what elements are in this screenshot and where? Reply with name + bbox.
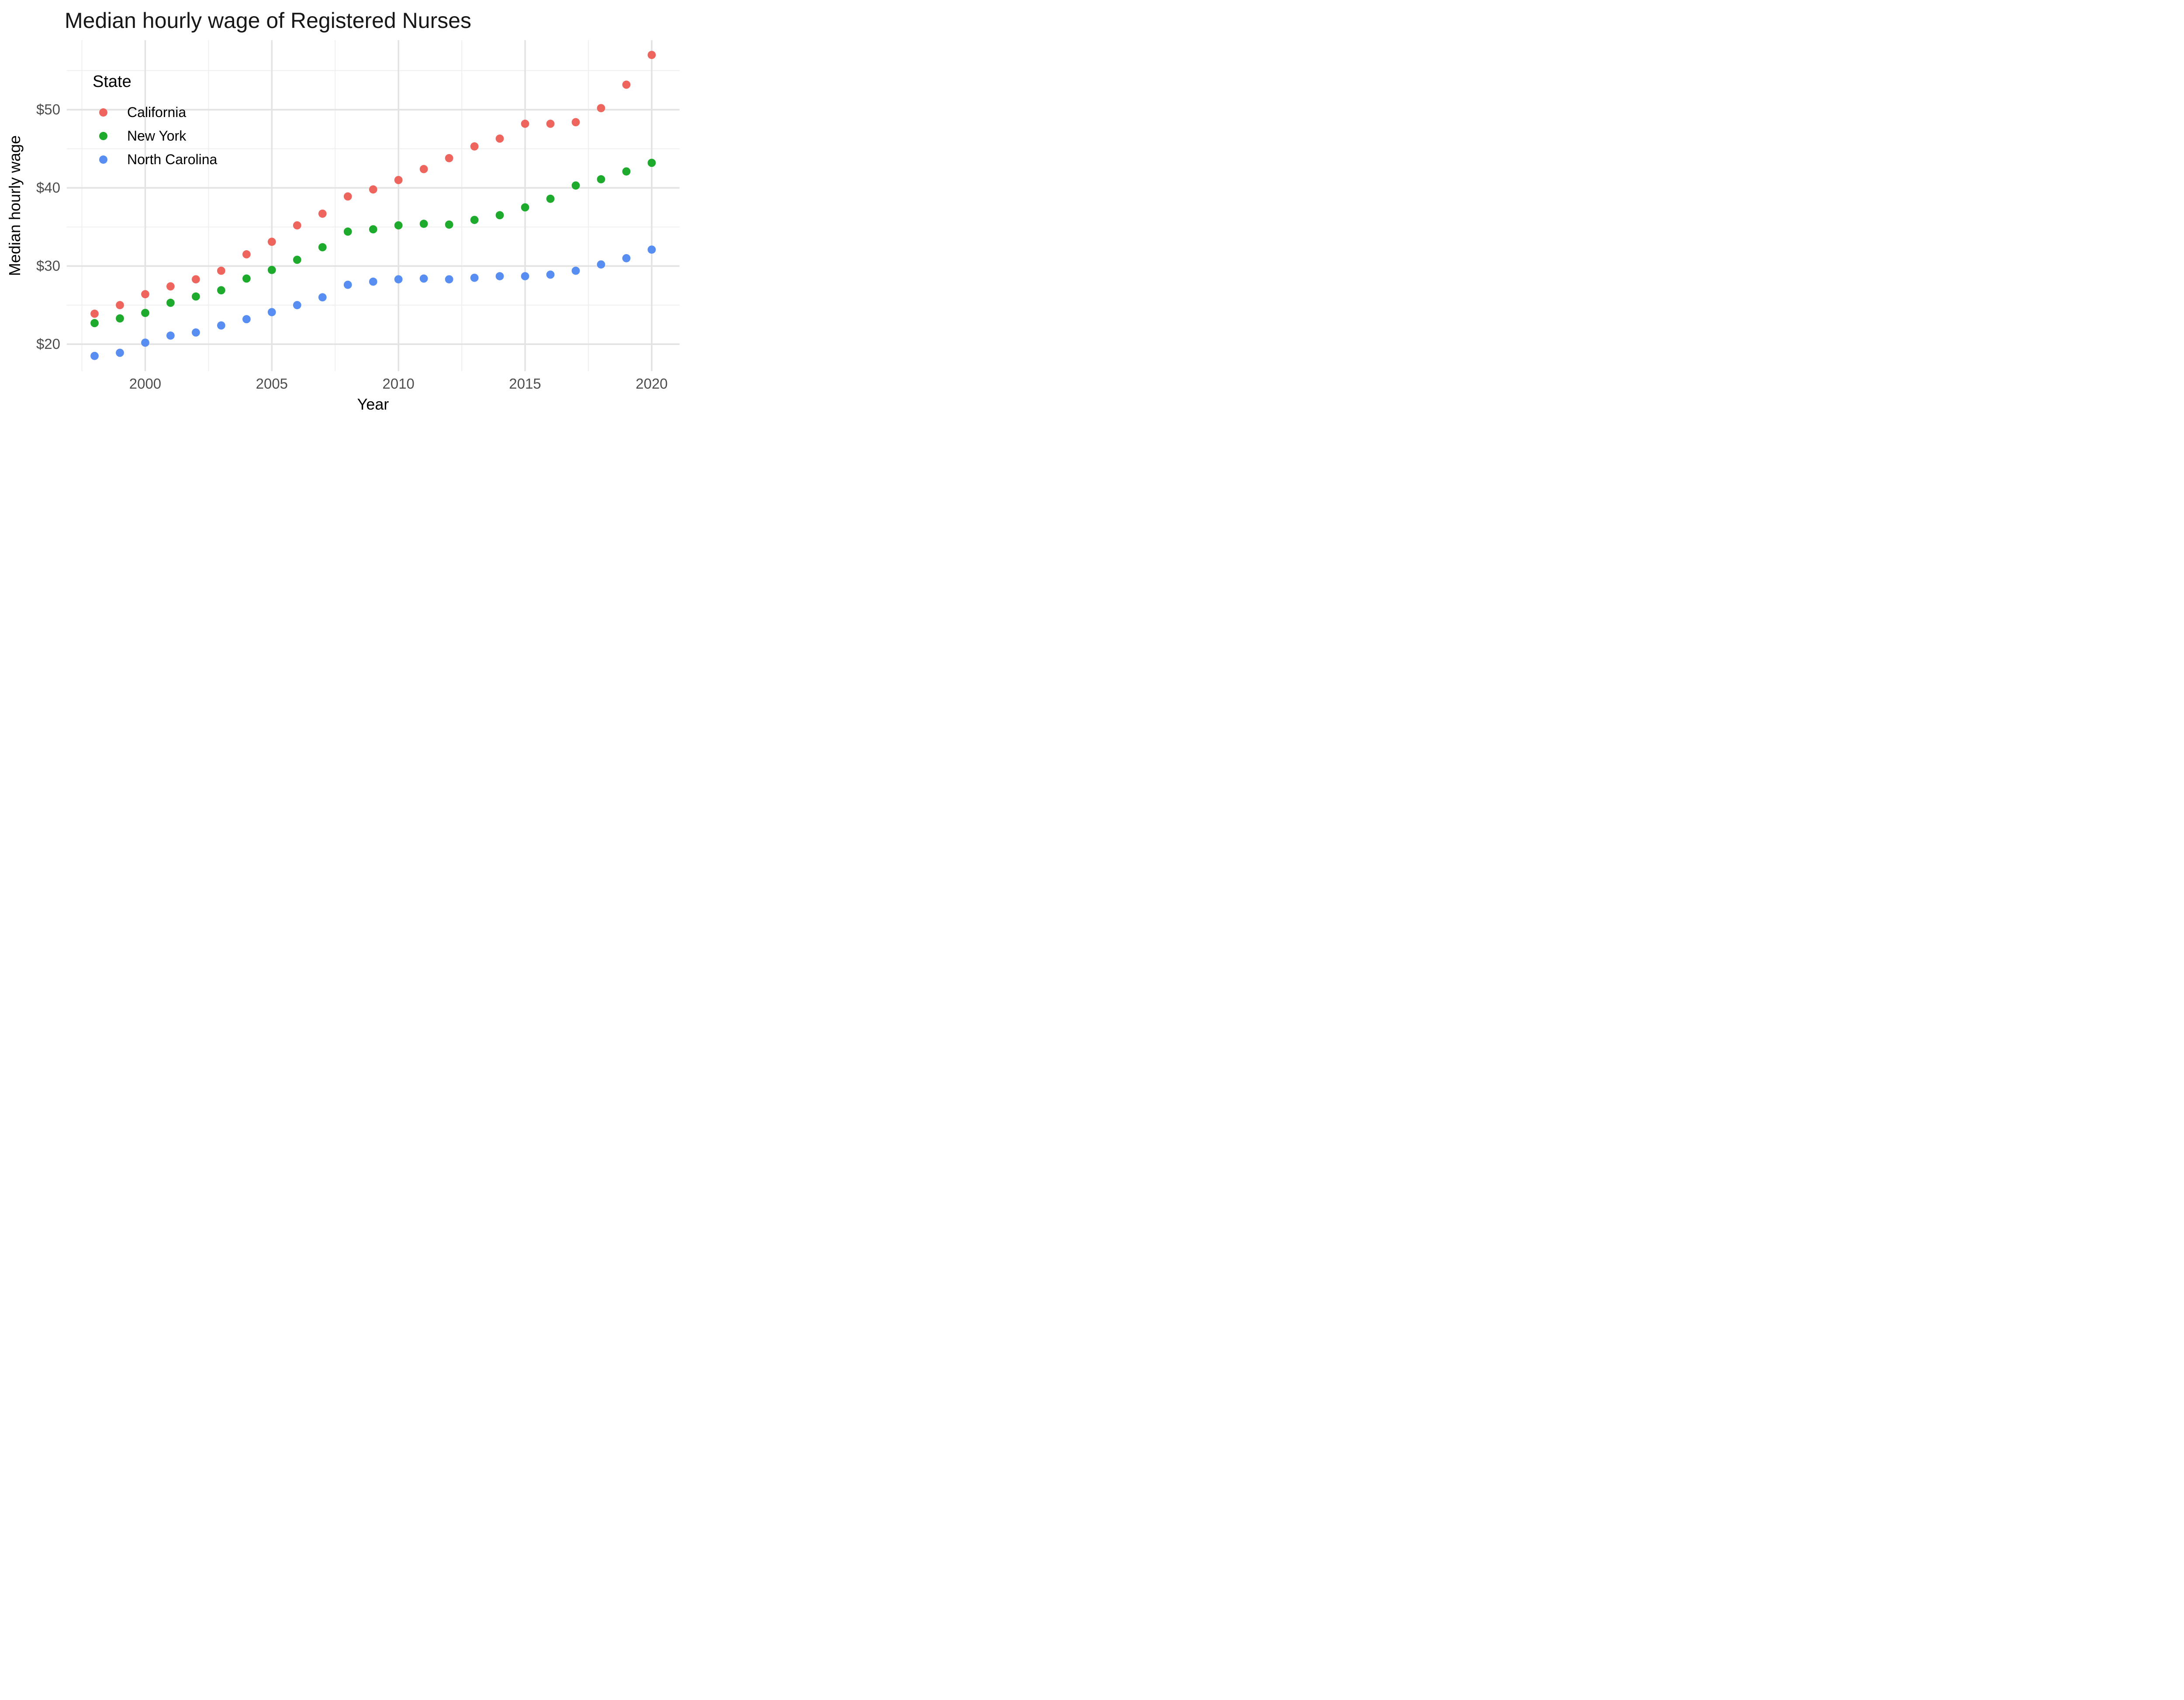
data-point-new-york — [495, 211, 504, 220]
legend-dot-icon — [99, 155, 107, 164]
x-axis-tick-label: 2000 — [129, 376, 162, 392]
data-point-california — [419, 165, 428, 173]
data-point-new-york — [293, 255, 301, 264]
data-point-california — [242, 250, 251, 259]
data-point-new-york — [521, 203, 529, 212]
y-axis-title: Median hourly wage — [6, 135, 24, 276]
data-point-california — [90, 310, 99, 318]
legend-item-california: California — [93, 100, 217, 124]
y-axis-tick-label: $40 — [36, 179, 60, 196]
legend-rows: California New York North Carolina — [93, 100, 217, 171]
legend-label: New York — [127, 128, 187, 144]
x-axis-tick-label: 2020 — [636, 376, 668, 392]
data-point-new-york — [267, 266, 276, 274]
data-point-north-carolina — [318, 293, 327, 302]
data-point-north-carolina — [622, 254, 631, 262]
legend-dot-icon — [99, 131, 107, 140]
data-point-california — [571, 118, 580, 127]
data-point-california — [343, 192, 352, 201]
data-point-north-carolina — [242, 315, 251, 324]
data-point-north-carolina — [571, 266, 580, 275]
data-point-california — [116, 301, 124, 310]
data-point-california — [647, 51, 656, 59]
data-point-new-york — [90, 319, 99, 328]
x-axis-tick-label: 2005 — [256, 376, 288, 392]
data-point-new-york — [445, 220, 453, 229]
data-point-new-york — [647, 159, 656, 167]
legend-item-north-carolina: North Carolina — [93, 148, 217, 171]
y-axis-tick-label: $20 — [36, 336, 60, 352]
chart-figure: Median hourly wage of Registered Nurses … — [0, 0, 688, 425]
data-point-california — [267, 238, 276, 246]
data-point-california — [495, 134, 504, 143]
data-point-north-carolina — [445, 275, 453, 283]
data-point-new-york — [242, 274, 251, 283]
legend-item-new-york: New York — [93, 124, 217, 148]
data-point-new-york — [470, 216, 479, 224]
data-point-california — [192, 275, 200, 283]
data-point-california — [597, 104, 605, 112]
data-point-north-carolina — [597, 260, 605, 269]
data-point-north-carolina — [192, 328, 200, 337]
data-point-new-york — [318, 243, 327, 252]
data-point-north-carolina — [217, 321, 225, 330]
data-point-north-carolina — [369, 277, 377, 286]
data-point-north-carolina — [546, 270, 555, 279]
plot-panel — [66, 40, 680, 371]
data-point-california — [394, 176, 403, 184]
data-point-new-york — [394, 221, 403, 230]
data-point-new-york — [192, 292, 200, 301]
data-point-north-carolina — [495, 272, 504, 280]
data-point-north-carolina — [647, 245, 656, 254]
legend-title: State — [93, 72, 131, 91]
data-point-california — [470, 142, 479, 151]
data-point-california — [445, 154, 453, 162]
data-point-california — [217, 266, 225, 275]
y-axis-tick-label: $30 — [36, 258, 60, 274]
y-axis-tick-label: $50 — [36, 101, 60, 118]
legend: State California New York North Carolina — [93, 72, 217, 171]
data-point-new-york — [343, 228, 352, 236]
data-point-new-york — [571, 181, 580, 190]
data-point-north-carolina — [90, 352, 99, 360]
data-point-north-carolina — [141, 338, 149, 347]
data-point-california — [622, 80, 631, 89]
data-point-california — [369, 185, 377, 194]
data-point-north-carolina — [293, 301, 301, 310]
data-point-north-carolina — [267, 308, 276, 317]
x-axis-title: Year — [357, 395, 389, 413]
data-point-california — [293, 221, 301, 230]
data-point-new-york — [116, 314, 124, 323]
data-point-new-york — [597, 175, 605, 183]
data-point-new-york — [369, 225, 377, 234]
data-point-california — [546, 120, 555, 128]
data-point-new-york — [141, 309, 149, 317]
x-axis-tick-label: 2015 — [509, 376, 541, 392]
data-point-new-york — [546, 194, 555, 203]
data-point-north-carolina — [419, 274, 428, 283]
data-point-california — [318, 209, 327, 218]
legend-label: California — [127, 104, 187, 120]
data-point-north-carolina — [470, 273, 479, 282]
data-point-new-york — [217, 286, 225, 295]
data-point-north-carolina — [116, 348, 124, 357]
data-point-new-york — [166, 299, 175, 307]
legend-label: North Carolina — [127, 151, 218, 167]
data-point-north-carolina — [343, 280, 352, 289]
data-point-north-carolina — [166, 331, 175, 340]
data-point-north-carolina — [394, 275, 403, 283]
data-point-new-york — [622, 167, 631, 176]
chart-title: Median hourly wage of Registered Nurses — [65, 8, 472, 33]
data-point-new-york — [419, 220, 428, 228]
data-point-california — [166, 282, 175, 291]
data-point-north-carolina — [521, 272, 529, 280]
x-axis-tick-label: 2010 — [382, 376, 415, 392]
legend-dot-icon — [99, 108, 107, 117]
data-point-california — [521, 120, 529, 128]
data-point-california — [141, 290, 149, 299]
